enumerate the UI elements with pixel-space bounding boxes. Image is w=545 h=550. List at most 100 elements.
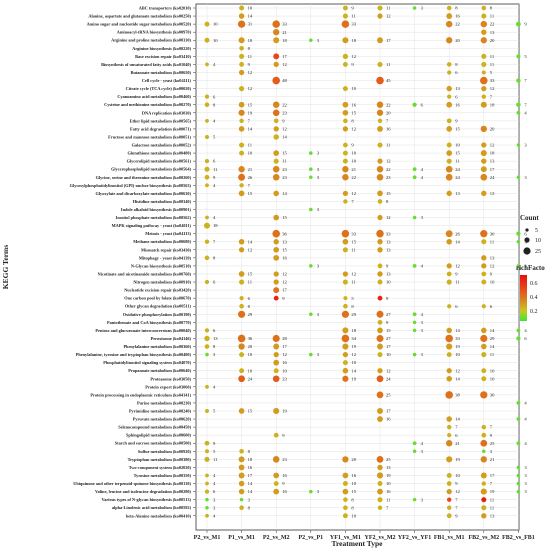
data-point — [480, 37, 487, 44]
term-label: Arginine biosynthesis (ko00220) — [132, 46, 191, 51]
count-label: 7 — [524, 78, 527, 83]
data-point — [516, 336, 521, 341]
data-point — [205, 473, 209, 478]
data-point — [480, 101, 487, 108]
count-label: 33 — [455, 336, 460, 341]
data-point — [446, 101, 453, 108]
count-label: 9 — [490, 433, 493, 438]
data-point — [376, 391, 384, 399]
data-point — [341, 20, 350, 28]
count-label: 36 — [248, 336, 253, 341]
count-label: 19 — [351, 344, 356, 349]
count-label: 27 — [386, 336, 391, 341]
count-label: 13 — [455, 191, 460, 196]
count-label: 11 — [490, 14, 495, 19]
count-label: 29 — [490, 336, 495, 341]
data-point — [480, 488, 487, 495]
data-point — [376, 310, 384, 318]
data-point — [376, 165, 384, 173]
data-point — [445, 391, 454, 399]
data-point — [480, 456, 487, 463]
count-label: 4 — [213, 215, 216, 220]
data-point — [343, 296, 348, 301]
treatment-label: P2_vs_P1 — [298, 535, 323, 541]
count-label: 4 — [213, 118, 216, 123]
term-label: Purine metabolism (ko00230) — [137, 400, 192, 405]
term-label: Pantothenate and CoA biosynthesis (ko007… — [107, 320, 192, 325]
term-label: beta-Alanine metabolism (ko00410) — [126, 513, 192, 518]
count-label: 17 — [490, 473, 495, 478]
count-label: 4 — [213, 513, 216, 518]
data-point — [447, 94, 452, 99]
data-point — [273, 254, 280, 261]
data-point — [273, 126, 279, 132]
data-point — [377, 142, 383, 148]
data-point — [342, 247, 348, 253]
count-label: 4 — [213, 62, 216, 67]
count-label: 14 — [248, 14, 253, 19]
count-label: 10 — [351, 159, 356, 164]
data-point — [376, 375, 384, 383]
data-point — [239, 142, 245, 148]
count-label: 3 — [490, 449, 493, 454]
count-label: 15 — [455, 127, 460, 132]
data-point — [273, 368, 279, 374]
data-point — [481, 368, 487, 374]
data-point — [481, 53, 487, 59]
count-label: 10 — [351, 513, 356, 518]
count-label: 13 — [490, 159, 495, 164]
count-label: 18 — [351, 328, 356, 333]
data-point — [516, 231, 521, 236]
term-label: Inositol phosphate metabolism (ko00562) — [116, 215, 192, 220]
data-point — [377, 13, 383, 19]
data-point — [204, 255, 210, 261]
term-label: Aminoacyl-tRNA biosynthesis (ko00970) — [117, 30, 192, 35]
data-point — [273, 343, 280, 350]
count-label: 10 — [386, 352, 391, 357]
count-label: 9 — [351, 143, 354, 148]
count-label: 4 — [524, 401, 527, 406]
data-point — [272, 173, 280, 181]
count-label: 33 — [351, 22, 356, 27]
data-point — [481, 13, 487, 19]
data-point — [412, 449, 417, 454]
data-point — [377, 464, 383, 471]
data-point — [446, 416, 452, 422]
count-label: 3 — [317, 167, 320, 172]
data-point — [446, 158, 452, 164]
data-point — [273, 37, 280, 44]
count-label: 8 — [455, 62, 458, 67]
count-label: 15 — [351, 239, 356, 244]
count-label: 22 — [282, 102, 287, 107]
count-label: 13 — [386, 247, 391, 252]
data-point — [481, 327, 487, 334]
data-point — [273, 118, 279, 124]
data-point — [341, 334, 350, 343]
count-label: 25 — [386, 457, 391, 462]
data-point — [377, 368, 383, 374]
count-label: 14 — [455, 239, 460, 244]
count-label: 10 — [455, 473, 460, 478]
data-point — [446, 424, 452, 430]
data-point — [239, 505, 244, 511]
count-label: 11 — [455, 159, 460, 164]
count-label: 12 — [351, 127, 356, 132]
count-label: 11 — [490, 352, 495, 357]
count-label: 5 — [213, 135, 216, 140]
count-label: 24 — [386, 376, 391, 381]
data-point — [342, 367, 349, 374]
data-point — [273, 287, 280, 294]
term-label: Nicotinate and nicotinamide metabolism (… — [98, 271, 192, 276]
data-point — [480, 391, 488, 399]
legend-color-tick-02: 0.2 — [530, 309, 538, 315]
count-label: 48 — [282, 78, 287, 83]
data-point — [412, 441, 417, 446]
data-point — [412, 264, 417, 268]
data-point — [273, 359, 280, 366]
count-label: 11 — [386, 143, 391, 148]
count-label: 3 — [317, 207, 320, 212]
count-label: 29 — [351, 312, 356, 317]
treatment-label: P1_vs_M1 — [228, 535, 255, 541]
term-label: Indole alkaloid biosynthesis (ko00901) — [121, 207, 192, 212]
count-label: 9 — [455, 481, 458, 486]
